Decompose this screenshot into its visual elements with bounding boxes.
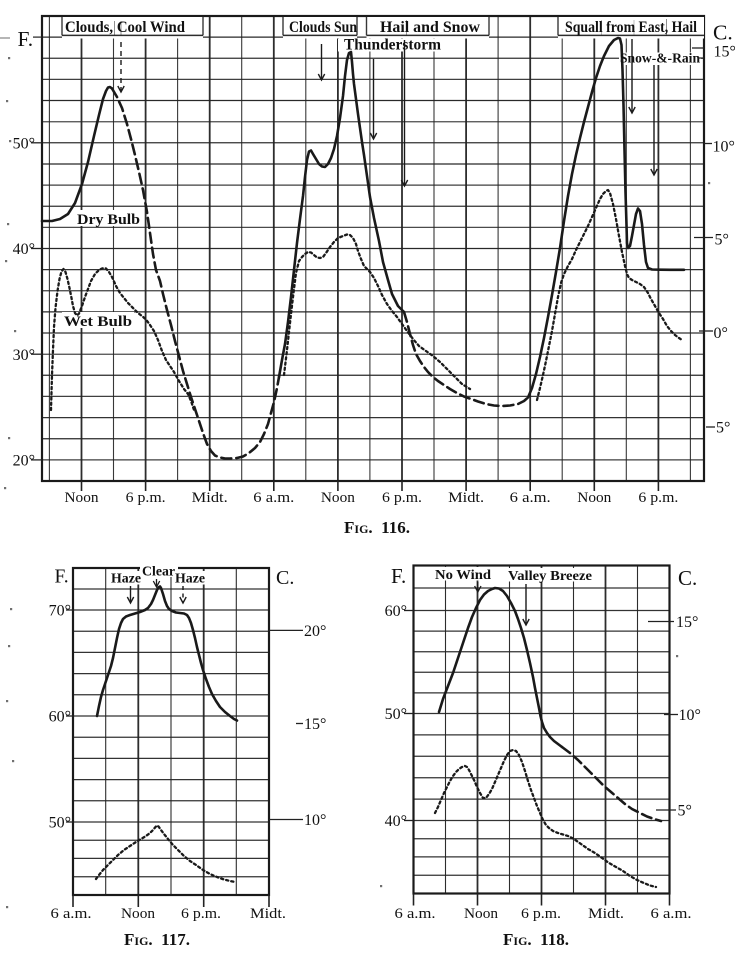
svg-text:Noon: Noon [65,490,99,506]
svg-text:6 a.m.: 6 a.m. [510,490,551,506]
svg-text:60°: 60° [385,603,407,620]
svg-text:Hail and Snow: Hail and Snow [380,19,480,36]
svg-text:50°: 50° [385,706,407,723]
svg-text:6 p.m.: 6 p.m. [521,906,561,922]
svg-text:No Wind: No Wind [435,568,491,583]
svg-text:10°: 10° [679,707,701,724]
svg-text:C.: C. [678,566,697,590]
svg-text:5°: 5° [678,803,692,820]
svg-text:6 p.m.: 6 p.m. [382,490,422,506]
svg-text:Noon: Noon [464,906,498,922]
svg-text:F.: F. [55,567,69,588]
svg-text:20°: 20° [13,453,35,470]
svg-text:Midt.: Midt. [250,906,286,922]
svg-text:Haze: Haze [111,572,141,587]
svg-text:Midt.: Midt. [192,490,228,506]
svg-text:15°: 15° [304,716,326,733]
svg-text:5°: 5° [715,232,729,249]
svg-text:Fig. 117.: Fig. 117. [124,930,190,949]
svg-text:10°: 10° [713,139,735,156]
svg-text:C.: C. [713,21,733,45]
svg-text:6 p.m.: 6 p.m. [638,490,678,506]
svg-text:Fig. 118.: Fig. 118. [503,930,569,949]
svg-text:Noon: Noon [321,490,355,506]
svg-text:6 p.m.: 6 p.m. [181,906,221,922]
svg-text:Fig. 116.: Fig. 116. [344,518,410,537]
svg-text:50°: 50° [13,135,35,152]
svg-text:6 a.m.: 6 a.m. [253,490,294,506]
svg-text:Valley Breeze: Valley Breeze [508,569,592,584]
svg-text:10°: 10° [304,812,326,829]
svg-text:Noon: Noon [577,490,611,506]
svg-text:60°: 60° [49,709,71,726]
svg-text:Haze: Haze [175,572,205,587]
svg-text:Clouds Sun: Clouds Sun [289,19,357,36]
svg-text:15°: 15° [714,44,735,61]
svg-text:40°: 40° [13,241,35,258]
svg-text:6 p.m.: 6 p.m. [126,490,166,506]
svg-text:40°: 40° [385,813,407,830]
svg-text:F.: F. [391,564,406,588]
svg-text:Noon: Noon [121,906,155,922]
svg-text:6 a.m.: 6 a.m. [51,906,92,922]
svg-text:F.: F. [18,27,34,51]
svg-text:Midt.: Midt. [448,490,484,506]
svg-text:50°: 50° [49,815,71,832]
svg-text:Wet Bulb: Wet Bulb [64,314,132,330]
svg-text:Dry Bulb: Dry Bulb [77,212,140,228]
svg-text:Squall from East, Hail: Squall from East, Hail [565,19,697,36]
svg-text:6 a.m.: 6 a.m. [651,906,692,922]
svg-text:70°: 70° [49,603,71,620]
svg-text:15°: 15° [676,614,698,631]
svg-text:6 a.m.: 6 a.m. [395,906,436,922]
svg-text:Clouds, Cool Wind: Clouds, Cool Wind [65,19,185,36]
svg-text:5°: 5° [716,420,730,437]
svg-text:Clear: Clear [142,565,175,580]
svg-text:20°: 20° [304,623,326,640]
svg-text:C.: C. [276,567,294,589]
svg-text:Thunderstorm: Thunderstorm [344,37,442,54]
svg-text:Midt.: Midt. [588,906,624,922]
svg-text:0°: 0° [714,325,728,342]
svg-text:Snow-&-Rain: Snow-&-Rain [620,51,700,66]
svg-text:30°: 30° [13,347,35,364]
